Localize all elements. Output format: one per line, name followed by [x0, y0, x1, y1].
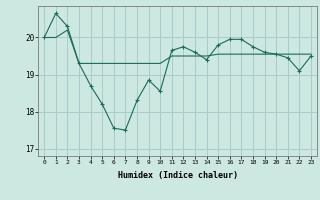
X-axis label: Humidex (Indice chaleur): Humidex (Indice chaleur)	[118, 171, 238, 180]
